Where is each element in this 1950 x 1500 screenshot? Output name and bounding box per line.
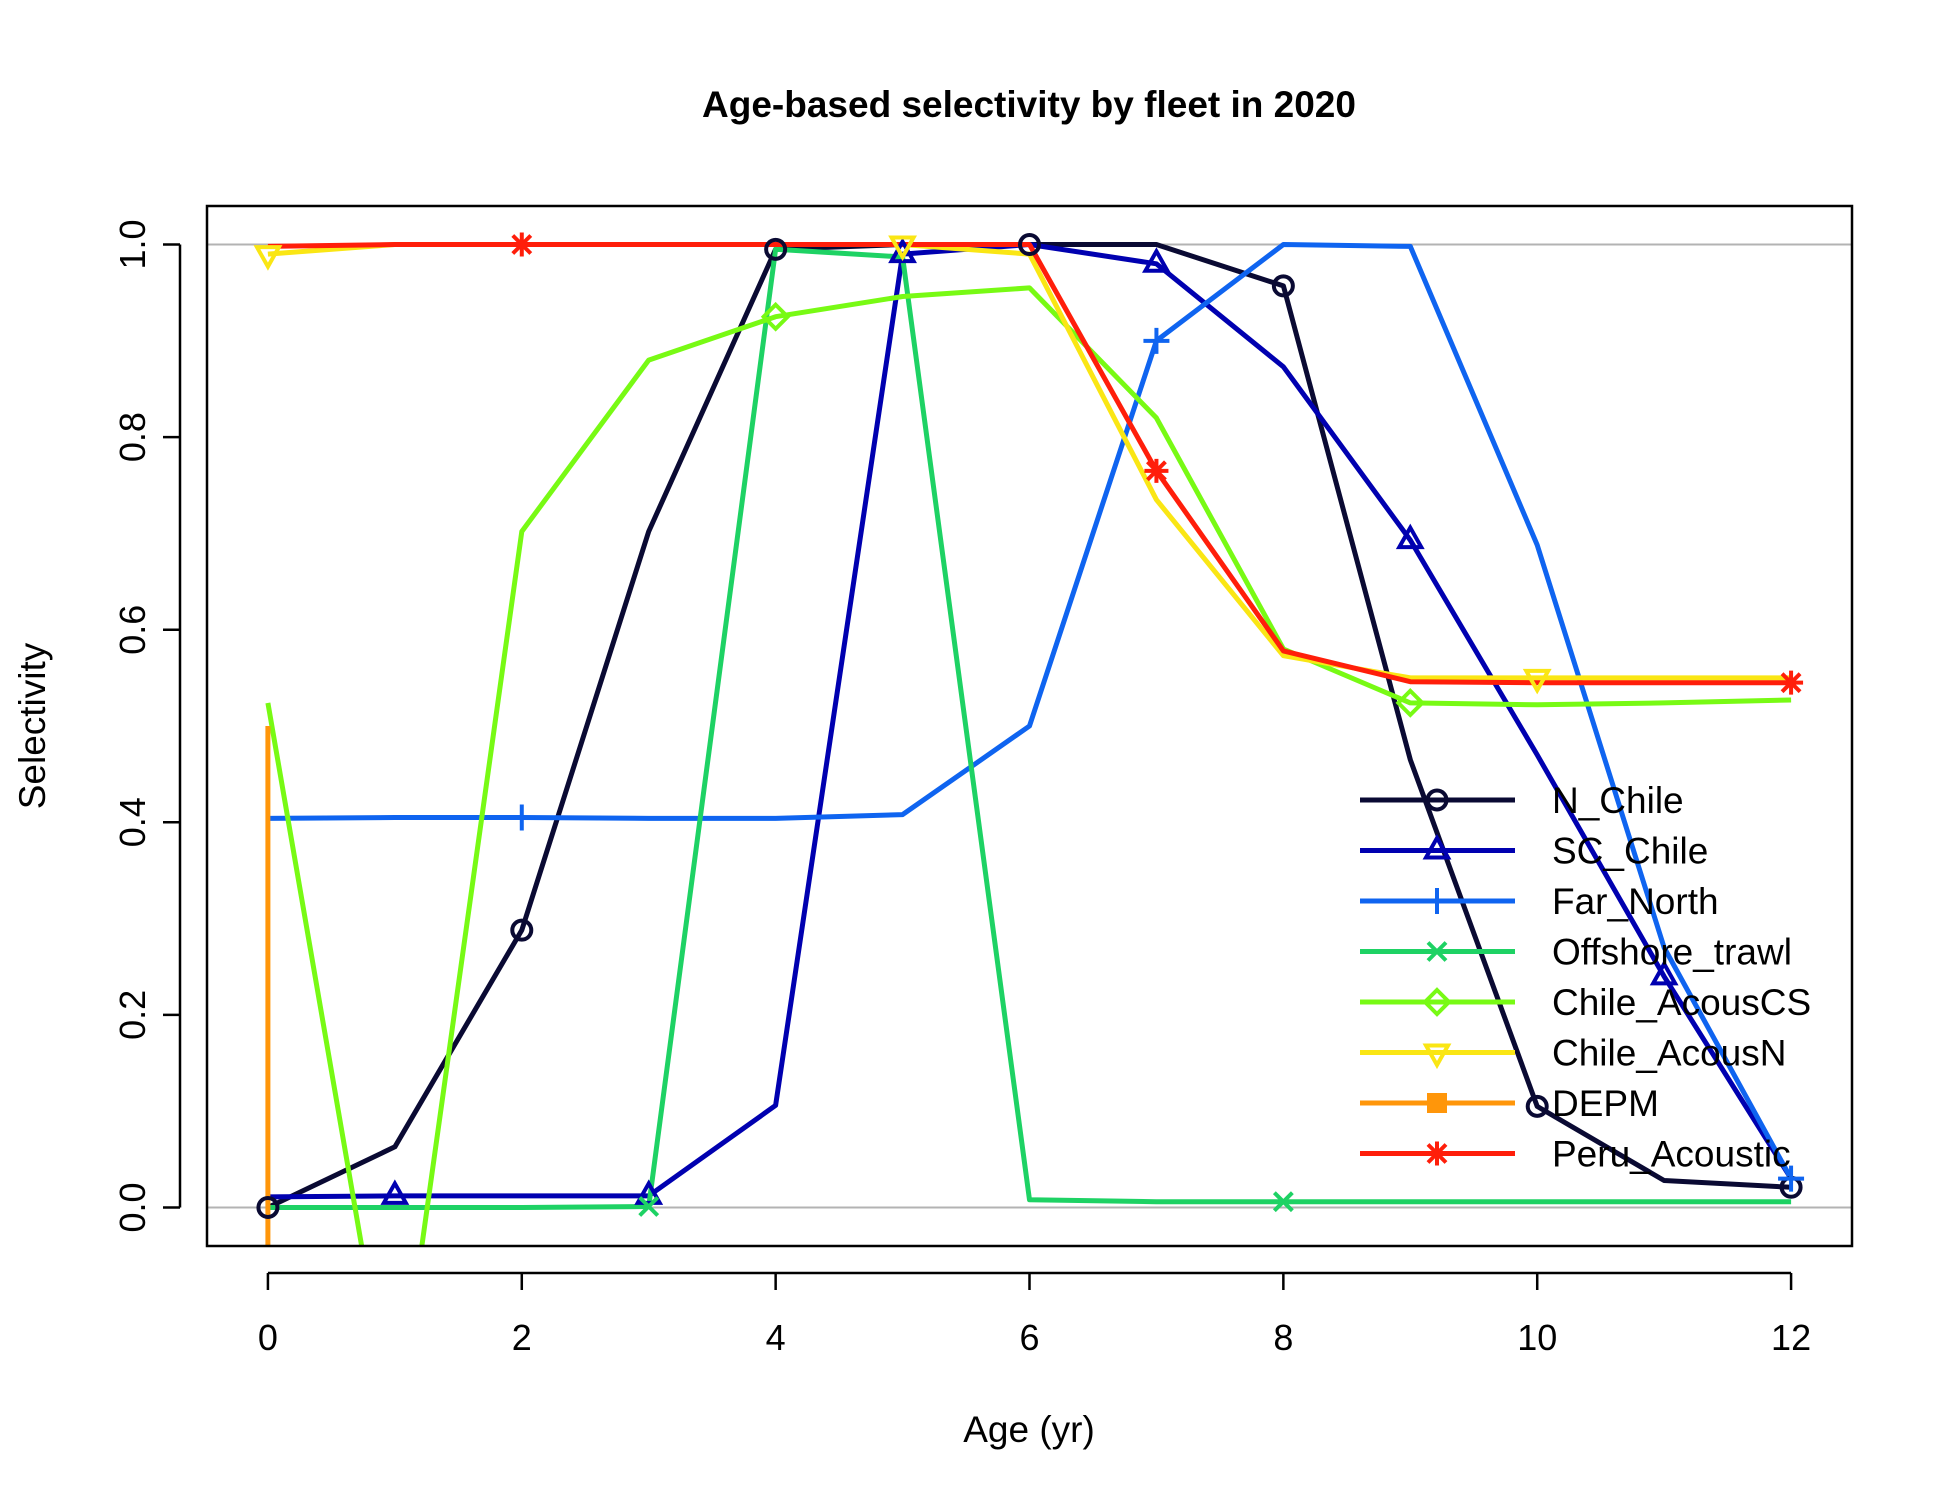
- point-Peru_Acoustic-12: [1779, 670, 1804, 695]
- legend-label: Chile_AcousCS: [1552, 982, 1811, 1023]
- legend-marker: [1426, 941, 1448, 962]
- x-tick-label: 10: [1517, 1317, 1557, 1358]
- series-line-Chile_AcousCS: [265, 285, 1792, 1246]
- legend-item-SC_Chile: SC_Chile: [1360, 831, 1708, 872]
- y-tick-label: 0.2: [112, 990, 153, 1040]
- series-markers: [253, 232, 1805, 1219]
- legend-item-Peru_Acoustic: Peru_Acoustic: [1360, 1134, 1791, 1175]
- legend: N_Chile SC_Chile Far_North Offshore_trawl Ch…: [1360, 780, 1811, 1175]
- legend-item-Chile_AcousN: Chile_AcousN: [1360, 1033, 1786, 1074]
- legend-item-Offshore_trawl: Offshore_trawl: [1360, 932, 1792, 973]
- x-tick-label: 2: [512, 1317, 532, 1358]
- x-tick-label: 8: [1273, 1317, 1293, 1358]
- point-N_Chile-8: [1271, 274, 1295, 298]
- series-line-Chile_AcousN: [267, 242, 1792, 681]
- legend-label: N_Chile: [1552, 780, 1684, 821]
- point-N_Chile-6: [1018, 233, 1041, 257]
- legend-label: Offshore_trawl: [1552, 932, 1792, 973]
- point-Offshore_trawl-3: [638, 1196, 660, 1217]
- point-N_Chile-0: [256, 1195, 280, 1219]
- point-SC_Chile-3: [634, 1179, 664, 1205]
- legend-marker: [1424, 888, 1450, 914]
- point-Peru_Acoustic-7: [1144, 458, 1169, 483]
- point-N_Chile-4: [764, 237, 788, 261]
- y-tick-label: 0.6: [112, 605, 153, 655]
- point-SC_Chile-5: [888, 237, 917, 264]
- x-tick-label: 0: [258, 1317, 278, 1358]
- y-axis-label: Selectivity: [12, 642, 53, 809]
- point-SC_Chile-9: [1395, 523, 1425, 550]
- legend-label: SC_Chile: [1552, 831, 1708, 872]
- legend-label: DEPM: [1552, 1083, 1659, 1124]
- point-SC_Chile-11: [1649, 959, 1679, 986]
- legend-item-Far_North: Far_North: [1360, 881, 1719, 922]
- point-Chile_AcousN-10: [1522, 668, 1552, 695]
- point-Peru_Acoustic-2: [509, 232, 534, 257]
- legend-item-N_Chile: N_Chile: [1360, 780, 1684, 821]
- plot-frame: [205, 204, 1854, 1248]
- point-N_Chile-10: [1525, 1094, 1549, 1118]
- y-tick-label: 1.0: [112, 219, 153, 269]
- legend-label: Far_North: [1552, 881, 1719, 922]
- x-tick-label: 12: [1771, 1317, 1811, 1358]
- x-tick-label: 4: [766, 1317, 786, 1358]
- legend-label: Chile_AcousN: [1552, 1033, 1786, 1074]
- point-SC_Chile-7: [1142, 247, 1171, 273]
- legend-item-DEPM: DEPM: [1360, 1083, 1659, 1124]
- y-tick-label: 0.8: [112, 412, 153, 462]
- point-Far_North-12: [1778, 1165, 1805, 1192]
- point-SC_Chile-1: [380, 1179, 410, 1205]
- x-axis: 0 2 4 6 8 10 12: [258, 1271, 1811, 1358]
- point-Far_North-2: [508, 804, 535, 831]
- point-Chile_AcousN-5: [888, 235, 917, 262]
- legend-marker: [1427, 1093, 1447, 1113]
- series-line-Peru_Acoustic: [267, 242, 1792, 686]
- point-Chile_AcousCS-4: [760, 301, 791, 332]
- series-line-Offshore_trawl: [267, 246, 1792, 1210]
- legend-marker: [1425, 1141, 1449, 1166]
- legend-marker: [1422, 1043, 1452, 1070]
- chart-title: Age-based selectivity by fleet in 2020: [702, 84, 1356, 125]
- point-N_Chile-2: [510, 918, 534, 942]
- legend-item-Chile_AcousCS: Chile_AcousCS: [1360, 982, 1811, 1023]
- x-tick-label: 6: [1019, 1317, 1039, 1358]
- point-Chile_AcousCS-9: [1395, 688, 1426, 718]
- point-Offshore_trawl-8: [1272, 1191, 1294, 1213]
- legend-label: Peru_Acoustic: [1552, 1134, 1791, 1175]
- legend-marker: [1422, 987, 1452, 1017]
- point-Far_North-7: [1143, 327, 1170, 354]
- y-tick-label: 0.4: [112, 797, 153, 847]
- y-axis: 0.0 0.2 0.4 0.6 0.8 1.0: [112, 219, 182, 1233]
- point-Chile_AcousN-0: [253, 245, 283, 271]
- legend-marker: [1422, 833, 1452, 860]
- y-tick-label: 0.0: [112, 1182, 153, 1232]
- legend-marker: [1425, 788, 1449, 812]
- x-axis-label: Age (yr): [963, 1409, 1095, 1450]
